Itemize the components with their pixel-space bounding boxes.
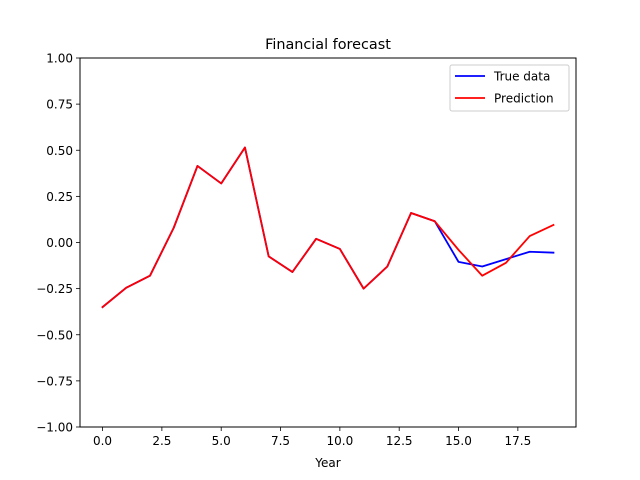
x-tick-label: 5.0	[212, 434, 231, 448]
y-tick-label: −0.75	[36, 374, 73, 388]
y-tick-label: −1.00	[36, 421, 73, 435]
legend: True data Prediction	[449, 64, 570, 112]
y-tick-label: 1.00	[46, 52, 73, 66]
chart-title: Financial forecast	[265, 37, 391, 53]
legend-label-prediction: Prediction	[494, 92, 554, 106]
legend-label-true-data: True data	[493, 70, 550, 84]
x-tick-label: 17.5	[504, 434, 531, 448]
y-tick-label: 0.75	[46, 98, 73, 112]
x-tick-label: 15.0	[445, 434, 472, 448]
y-tick-label: 0.00	[46, 236, 73, 250]
plot-area	[101, 146, 555, 309]
y-tick-label: −0.25	[36, 282, 73, 296]
x-axis-label: Year	[314, 456, 340, 470]
x-tick-label: 12.5	[386, 434, 413, 448]
x-tick-label: 2.5	[152, 434, 171, 448]
y-tick-label: −0.50	[36, 328, 73, 342]
series-line-prediction	[101, 146, 555, 309]
y-tick-label: 0.50	[46, 144, 73, 158]
x-axis: 0.0 2.5 5.0 7.5 10.0 12.5 15.0 17.5	[93, 427, 531, 448]
x-tick-label: 7.5	[271, 434, 290, 448]
y-tick-label: 0.25	[46, 190, 73, 204]
y-axis: −1.00 −0.75 −0.50 −0.25 0.00 0.25 0.50 0.75 1.00	[36, 52, 80, 435]
x-tick-label: 0.0	[93, 434, 112, 448]
x-tick-label: 10.0	[327, 434, 354, 448]
